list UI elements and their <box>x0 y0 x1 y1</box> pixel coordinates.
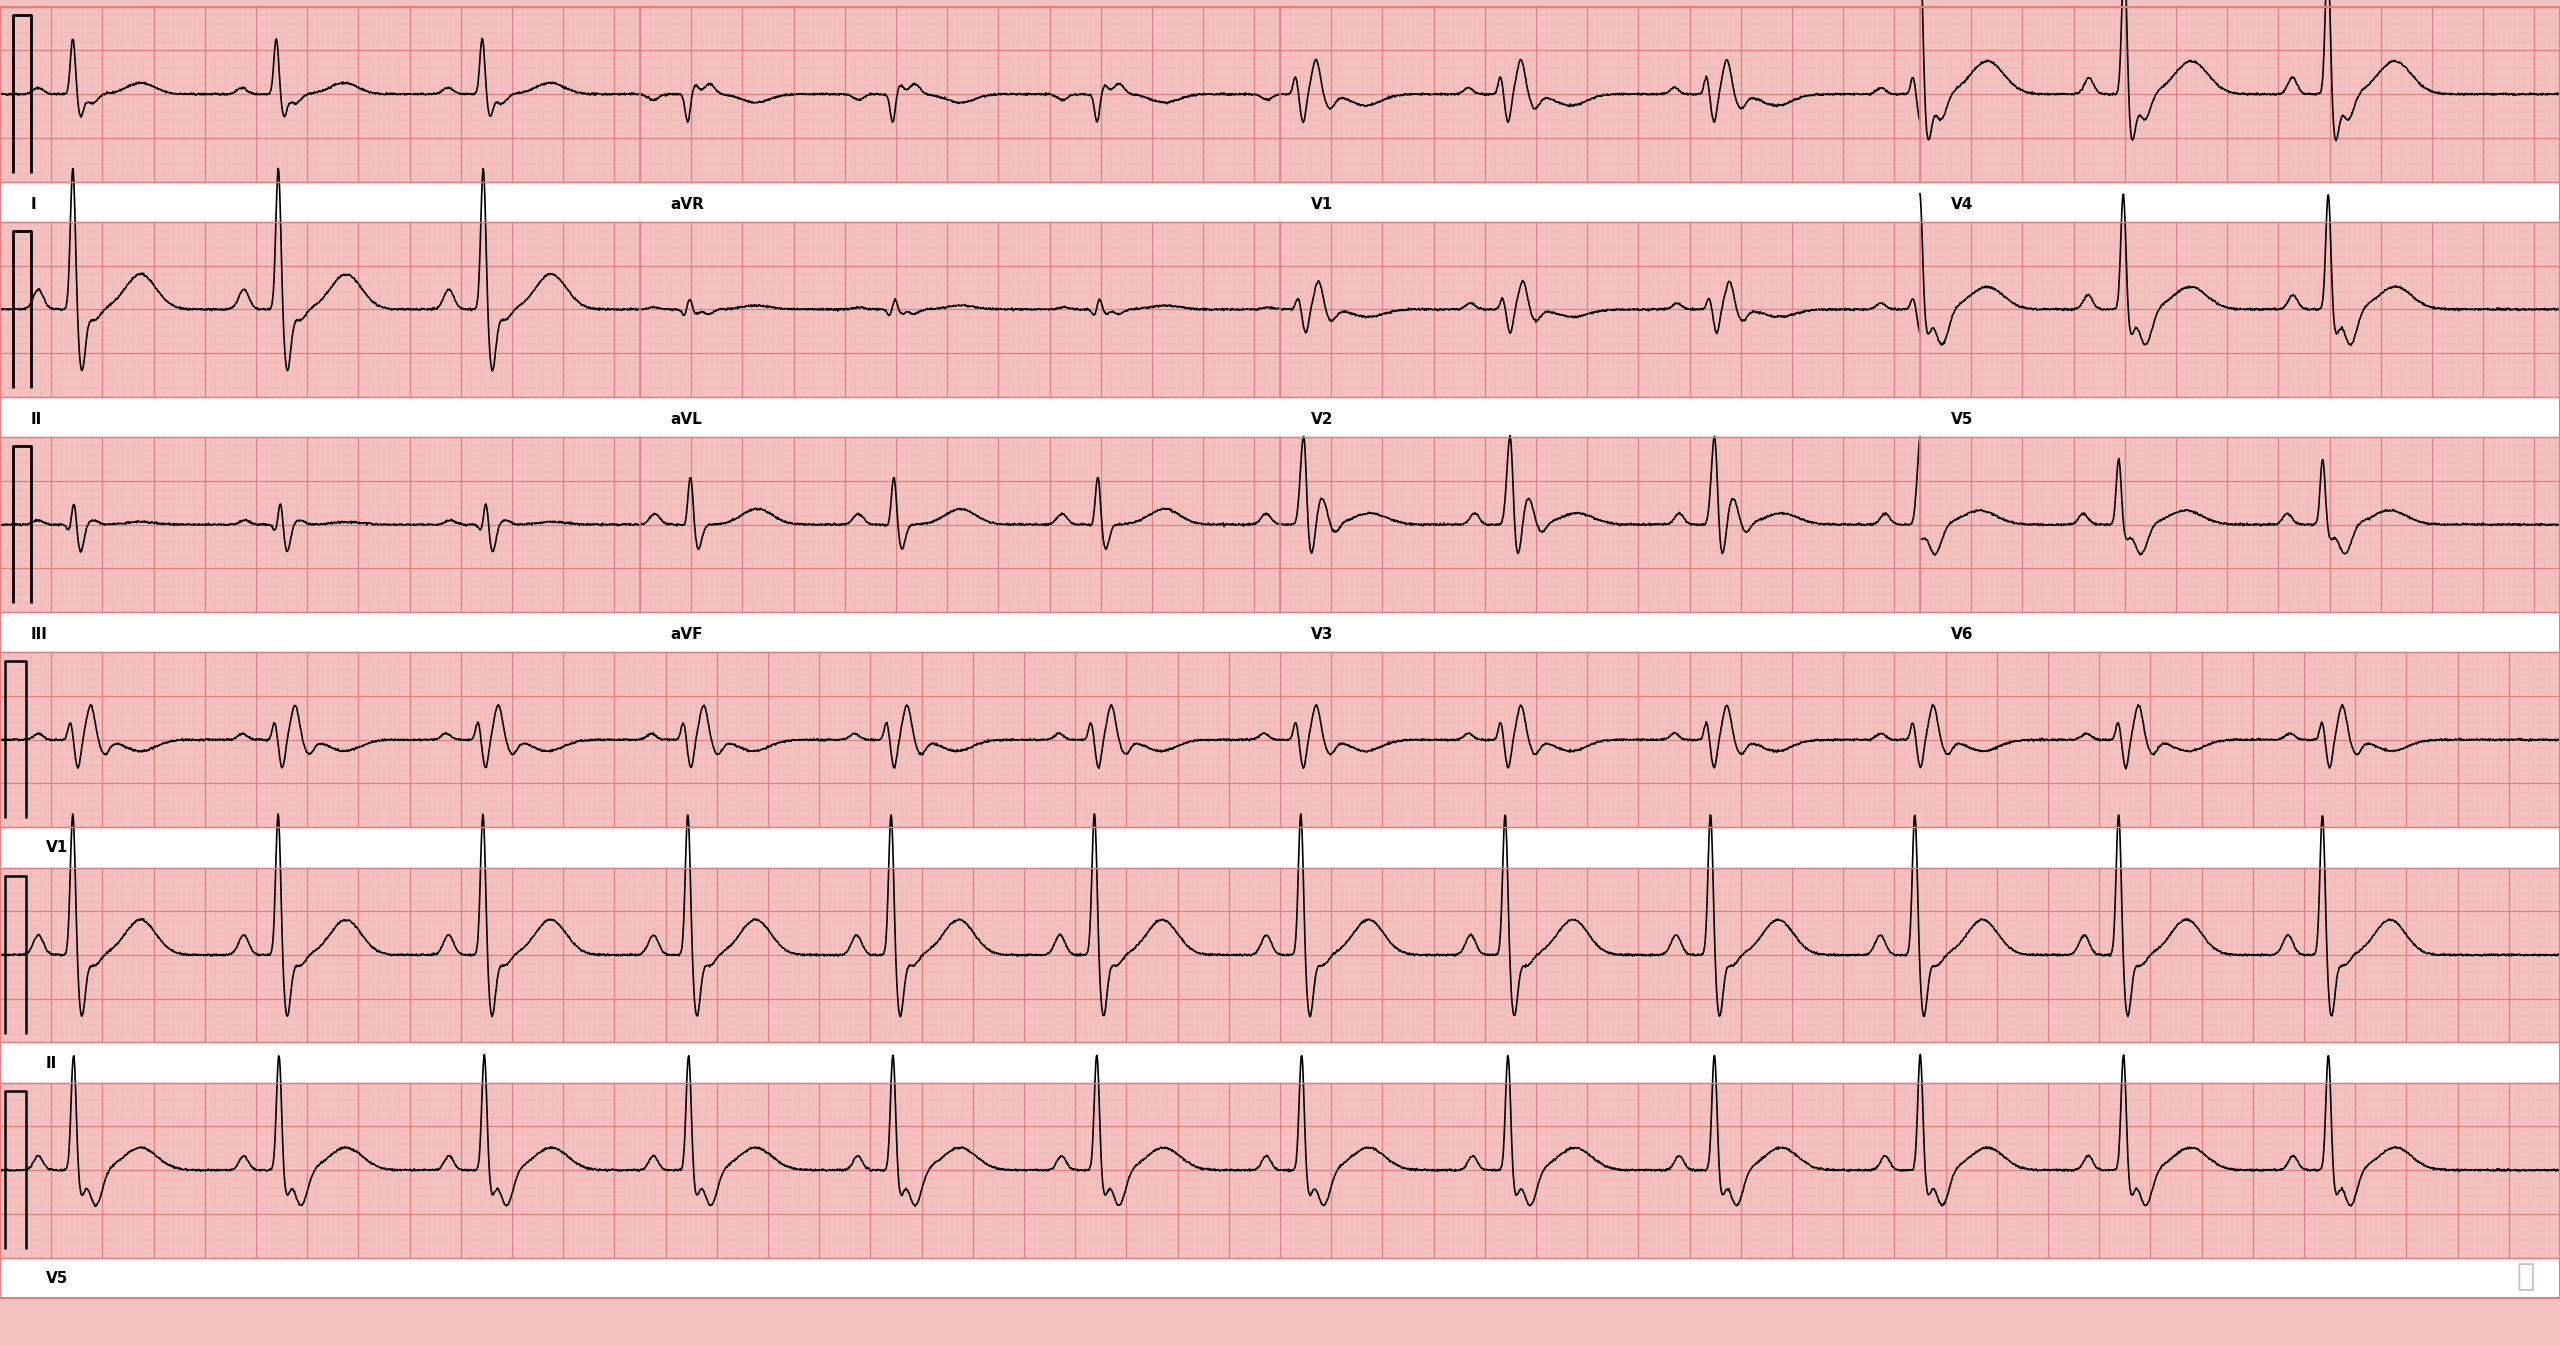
Text: V5: V5 <box>46 1271 69 1286</box>
Bar <box>0 1042 2560 1083</box>
Text: II: II <box>31 412 41 428</box>
Bar <box>0 437 2560 612</box>
Text: II: II <box>46 1056 56 1071</box>
Text: 🐂: 🐂 <box>2516 1262 2534 1291</box>
Bar <box>0 868 2560 1042</box>
Text: I: I <box>31 196 36 213</box>
Bar <box>0 182 2560 222</box>
Text: V2: V2 <box>1311 412 1334 428</box>
Text: aVF: aVF <box>671 627 704 643</box>
Text: V6: V6 <box>1951 627 1974 643</box>
Bar <box>0 652 2560 827</box>
Bar <box>0 222 2560 397</box>
Text: V4: V4 <box>1951 196 1974 213</box>
Text: V3: V3 <box>1311 627 1334 643</box>
Text: V1: V1 <box>1311 196 1334 213</box>
Bar <box>0 612 2560 652</box>
Text: V5: V5 <box>1951 412 1974 428</box>
Text: III: III <box>31 627 49 643</box>
Text: aVL: aVL <box>671 412 701 428</box>
Bar <box>0 7 2560 182</box>
Text: aVR: aVR <box>671 196 704 213</box>
Bar <box>0 827 2560 868</box>
Bar <box>0 1258 2560 1298</box>
Bar <box>0 1083 2560 1258</box>
Text: V1: V1 <box>46 841 69 855</box>
Bar <box>0 397 2560 437</box>
